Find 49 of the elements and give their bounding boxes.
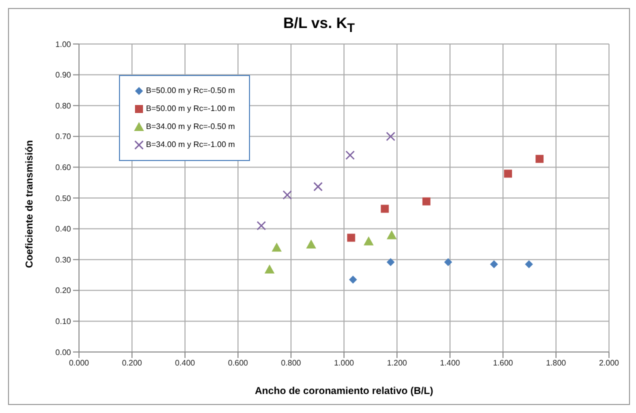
point bbox=[524, 260, 533, 268]
point bbox=[490, 260, 498, 268]
y-tick-label: 0.90 bbox=[55, 70, 72, 80]
x-tick-label: 1.400 bbox=[440, 358, 461, 368]
point bbox=[272, 242, 282, 252]
point bbox=[386, 230, 397, 240]
y-tick-label: 0.40 bbox=[55, 224, 72, 234]
point bbox=[422, 197, 430, 206]
legend-label: B=50.00 m y Rc=-1.00 m bbox=[146, 103, 235, 115]
x-tick-label: 0.600 bbox=[228, 358, 249, 368]
x-tick-label: 0.800 bbox=[280, 358, 302, 368]
x-tick-label: 0.000 bbox=[68, 358, 90, 368]
y-tick-label: 0.80 bbox=[55, 101, 72, 110]
point bbox=[345, 150, 355, 160]
point bbox=[313, 182, 323, 192]
x-axis-title: Ancho de coronamiento relativo (B/L) bbox=[254, 386, 434, 397]
point bbox=[349, 276, 358, 284]
y-tick-label: 0.00 bbox=[55, 348, 72, 357]
y-tick-label: 0.20 bbox=[55, 286, 72, 296]
chart-title: B/L vs. K$_{T}$ bbox=[282, 15, 356, 35]
x-tick-label: 1.000 bbox=[334, 358, 355, 368]
point bbox=[306, 240, 316, 249]
x-tick-label: 0.400 bbox=[174, 358, 196, 368]
point bbox=[282, 190, 292, 200]
legend-label: B=50.00 m y Rc=-0.50 m bbox=[146, 85, 235, 97]
point bbox=[504, 170, 512, 178]
point bbox=[264, 264, 275, 274]
point bbox=[347, 234, 356, 242]
point bbox=[386, 132, 396, 142]
point bbox=[380, 204, 389, 213]
point bbox=[364, 236, 374, 246]
x-tick-label: 0.200 bbox=[122, 358, 143, 368]
y-tick-label: 0.60 bbox=[55, 163, 72, 172]
legend-label: B=34.00 m y Rc=-1.00 m bbox=[146, 139, 235, 151]
x-tick-label: 1.600 bbox=[492, 358, 514, 368]
point bbox=[256, 221, 266, 230]
legend-label: B=34.00 m y Rc=-0.50 m bbox=[146, 121, 235, 133]
y-axis-title: Coeficiente de transmisión bbox=[24, 140, 36, 268]
x-tick-label: 1.800 bbox=[546, 358, 567, 368]
x-tick-label: 2.000 bbox=[598, 358, 620, 368]
x-tick-label: 1.200 bbox=[386, 358, 408, 368]
point bbox=[386, 258, 395, 266]
y-tick-label: 1.00 bbox=[55, 40, 72, 49]
point bbox=[444, 258, 452, 266]
y-tick-label: 0.30 bbox=[55, 255, 72, 264]
y-tick-label: 0.10 bbox=[55, 317, 72, 326]
point bbox=[536, 154, 544, 163]
y-tick-label: 0.50 bbox=[55, 194, 72, 203]
y-tick-label: 0.70 bbox=[55, 132, 72, 142]
